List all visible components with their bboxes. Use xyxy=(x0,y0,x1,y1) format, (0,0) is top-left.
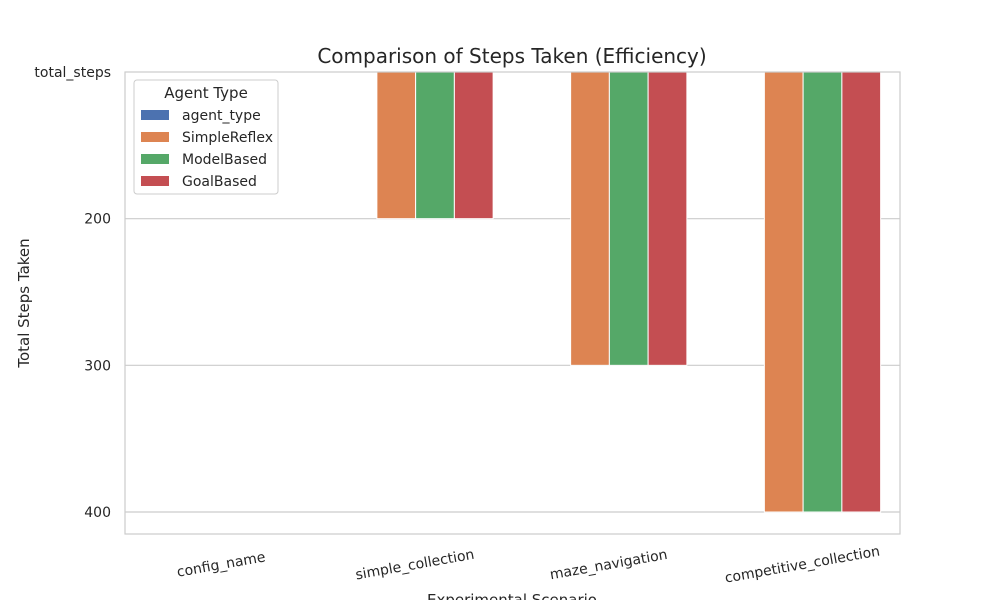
x-tick-label: maze_navigation xyxy=(549,547,669,583)
legend-item-label: GoalBased xyxy=(182,174,257,190)
bar-modelbased-competitive_collection xyxy=(802,71,843,513)
y-tick-label: 400 xyxy=(84,505,111,521)
legend-swatch xyxy=(141,176,169,186)
legend-title: Agent Type xyxy=(164,84,248,102)
bar-goalbased-competitive_collection xyxy=(841,71,882,513)
x-tick-label: competitive_collection xyxy=(724,544,882,587)
legend-item-label: ModelBased xyxy=(182,152,267,168)
legend-item-label: SimpleReflex xyxy=(182,130,273,146)
bar-modelbased-simple_collection xyxy=(415,71,455,220)
x-tick-label: config_name xyxy=(176,549,267,580)
x-axis-label: Experimental Scenario xyxy=(427,591,597,600)
bars xyxy=(376,71,882,513)
x-tick-labels: config_name simple_collection maze_navigat… xyxy=(176,544,882,587)
bar-modelbased-maze_navigation xyxy=(608,71,649,366)
legend-box xyxy=(133,79,279,195)
legend: Agent Type agent_type SimpleReflex ModelBa… xyxy=(133,79,279,195)
legend-swatch xyxy=(141,154,169,164)
bar-simplereflex-simple_collection xyxy=(376,71,417,220)
x-tick-label: simple_collection xyxy=(354,547,475,584)
plot-area-frame xyxy=(124,71,901,535)
y-tick-label: 200 xyxy=(84,212,111,228)
bar-simplereflex-competitive_collection xyxy=(763,71,804,513)
bar-goalbased-maze_navigation xyxy=(647,71,688,366)
legend-swatch xyxy=(141,110,169,120)
bar-simplereflex-maze_navigation xyxy=(570,71,610,366)
y-axis-label: Total Steps Taken xyxy=(15,238,33,368)
legend-swatch xyxy=(141,132,169,142)
y-tick-label: 300 xyxy=(84,358,111,374)
legend-item-label: agent_type xyxy=(182,108,261,124)
legend-items: agent_type SimpleReflex ModelBased GoalBase… xyxy=(141,108,273,190)
y-tick-labels: total_steps 200 300 400 xyxy=(34,65,111,521)
bar-goalbased-simple_collection xyxy=(453,71,494,220)
chart-title: Comparison of Steps Taken (Efficiency) xyxy=(317,44,706,68)
y-tick-label: total_steps xyxy=(34,65,111,81)
